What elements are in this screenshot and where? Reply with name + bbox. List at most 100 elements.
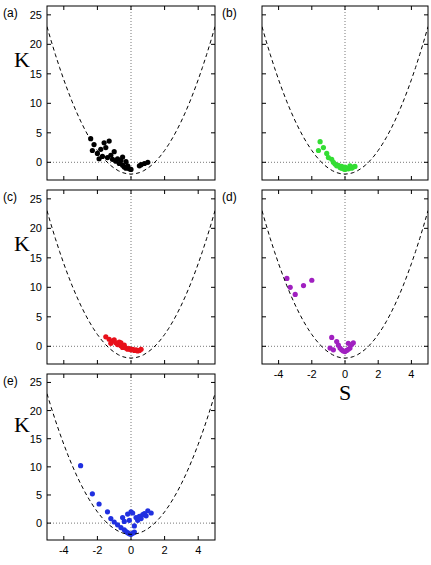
x-tick [411, 360, 412, 364]
reference-line [262, 346, 428, 347]
y-tick [424, 162, 428, 163]
x-tick [63, 536, 64, 540]
point [90, 148, 95, 153]
point [347, 163, 352, 168]
y-tick-label: 15 [30, 68, 42, 80]
y-tick-label: 10 [30, 97, 42, 109]
y-tick [211, 257, 215, 258]
x-tick [411, 176, 412, 180]
y-tick-label: 25 [30, 9, 42, 21]
point [331, 347, 336, 352]
point [96, 501, 101, 506]
point [105, 155, 110, 160]
y-tick [211, 103, 215, 104]
y-tick [262, 44, 266, 45]
point [107, 138, 112, 143]
y-tick [262, 162, 266, 163]
point [132, 523, 137, 528]
x-tick-label: 4 [408, 368, 414, 380]
y-tick [47, 346, 51, 347]
panel: 0510152025(c)K [3, 190, 215, 364]
y-tick-label: 15 [30, 433, 42, 445]
curve [47, 27, 215, 174]
y-tick [262, 14, 266, 15]
point [90, 491, 95, 496]
y-tick-label: 5 [36, 489, 42, 501]
y-tick [262, 198, 266, 199]
y-tick-label: 20 [30, 38, 42, 50]
y-tick-label: 0 [36, 340, 42, 352]
panel-label: (b) [222, 6, 237, 20]
point [144, 513, 149, 518]
x-tick [311, 360, 312, 364]
x-tick [63, 6, 64, 10]
x-tick-label: -2 [307, 368, 317, 380]
point [128, 167, 133, 172]
curve [47, 211, 215, 358]
x-tick [411, 190, 412, 194]
y-tick [424, 14, 428, 15]
plot-area [47, 394, 215, 537]
reference-line [47, 523, 215, 524]
y-tick [424, 103, 428, 104]
x-tick [164, 360, 165, 364]
plot-area [262, 211, 428, 358]
x-tick [198, 190, 199, 194]
y-tick [424, 228, 428, 229]
y-tick [424, 287, 428, 288]
y-tick [424, 132, 428, 133]
point [145, 160, 150, 165]
y-tick [211, 523, 215, 524]
x-tick-label: 2 [375, 368, 381, 380]
panel: -4-20240510152025(e)K [3, 374, 215, 556]
x-tick [311, 6, 312, 10]
y-tick [262, 257, 266, 258]
point [316, 148, 321, 153]
point [301, 283, 306, 288]
y-tick-label: 10 [30, 461, 42, 473]
y-tick [211, 346, 215, 347]
y-tick [47, 410, 51, 411]
y-tick [47, 103, 51, 104]
x-tick-label: 0 [342, 368, 348, 380]
point [127, 518, 132, 523]
x-tick [198, 176, 199, 180]
point [95, 151, 100, 156]
y-tick [47, 14, 51, 15]
x-tick [378, 360, 379, 364]
x-tick [164, 374, 165, 378]
x-tick [97, 374, 98, 378]
x-tick [311, 176, 312, 180]
point [138, 347, 143, 352]
x-tick [345, 176, 346, 180]
y-tick [211, 438, 215, 439]
reference-line [47, 346, 215, 347]
x-tick [164, 6, 165, 10]
point [120, 154, 125, 159]
y-tick [424, 198, 428, 199]
y-tick [211, 466, 215, 467]
y-tick-label: 5 [36, 127, 42, 139]
y-tick-label: 20 [30, 222, 42, 234]
x-tick [345, 190, 346, 194]
y-tick [424, 316, 428, 317]
panel: (b) [222, 6, 428, 180]
x-tick [164, 536, 165, 540]
x-tick [63, 360, 64, 364]
x-tick [278, 360, 279, 364]
panel-label: (a) [3, 6, 18, 20]
x-tick-label: 4 [195, 544, 201, 556]
y-tick [262, 346, 266, 347]
curve [262, 27, 428, 174]
x-tick-label: 2 [162, 544, 168, 556]
point [342, 164, 347, 169]
y-tick [47, 466, 51, 467]
frame [262, 6, 428, 180]
point [352, 164, 357, 169]
reference-line [262, 162, 428, 163]
y-tick [262, 316, 266, 317]
x-tick [97, 190, 98, 194]
x-tick [278, 176, 279, 180]
x-tick [97, 360, 98, 364]
panel: 0510152025(a)K [3, 6, 215, 180]
